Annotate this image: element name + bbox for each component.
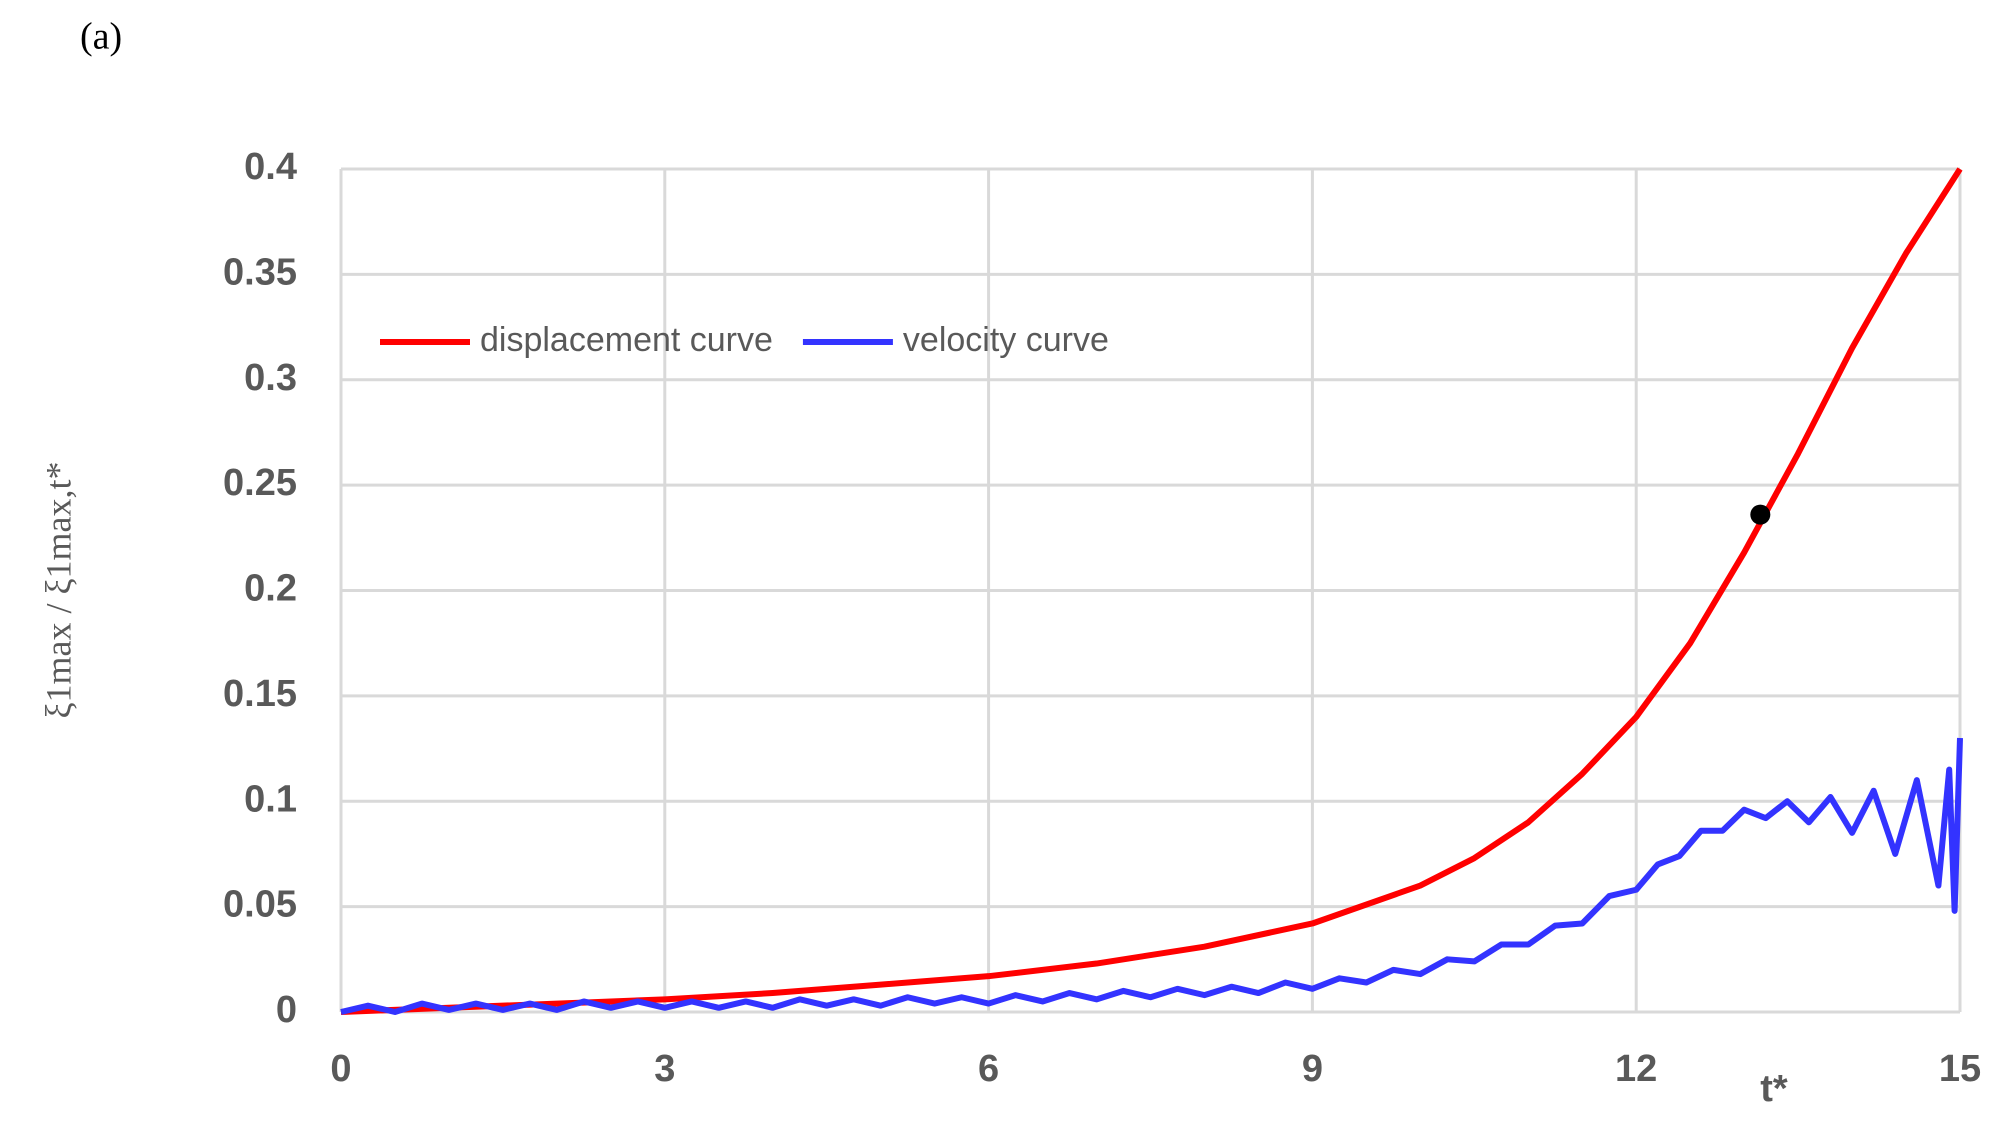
y-tick-label: 0.15 bbox=[223, 673, 297, 715]
x-tick-label: 15 bbox=[1939, 1048, 1981, 1090]
series-line bbox=[340, 167, 1963, 1015]
y-tick-label: 0.05 bbox=[223, 884, 297, 926]
y-tick-label: 0.25 bbox=[223, 462, 297, 504]
series-line bbox=[340, 737, 1963, 1015]
y-tick-label: 0.1 bbox=[244, 778, 297, 820]
legend-label: velocity curve bbox=[903, 321, 1109, 359]
x-tick-label: 9 bbox=[1302, 1048, 1323, 1090]
y-tick-label: 0.3 bbox=[244, 357, 297, 399]
x-axis-label: t* bbox=[1760, 1068, 1788, 1110]
y-tick-label: 0.4 bbox=[244, 146, 297, 188]
x-tick-label: 6 bbox=[978, 1048, 999, 1090]
legend-label: displacement curve bbox=[480, 321, 773, 359]
marker-point bbox=[1750, 504, 1771, 525]
y-tick-label: 0 bbox=[276, 989, 297, 1031]
y-tick-label: 0.2 bbox=[244, 568, 297, 610]
y-axis-label: ξ1max / ξ1max,t* bbox=[38, 461, 78, 718]
y-tick-label: 0.35 bbox=[223, 251, 297, 293]
panel-label: (a) bbox=[80, 16, 122, 58]
x-tick-label: 12 bbox=[1615, 1048, 1657, 1090]
x-tick-label: 3 bbox=[654, 1048, 675, 1090]
x-tick-label: 0 bbox=[330, 1048, 351, 1090]
